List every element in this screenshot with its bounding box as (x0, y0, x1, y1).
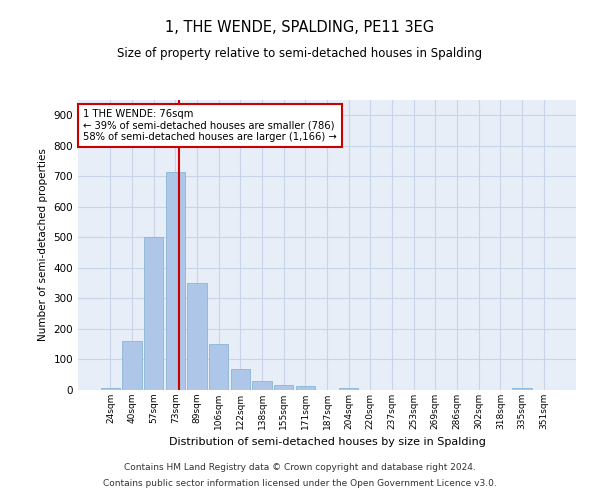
Text: 1, THE WENDE, SPALDING, PE11 3EG: 1, THE WENDE, SPALDING, PE11 3EG (166, 20, 434, 35)
Text: 1 THE WENDE: 76sqm
← 39% of semi-detached houses are smaller (786)
58% of semi-d: 1 THE WENDE: 76sqm ← 39% of semi-detache… (83, 108, 337, 142)
Bar (166, 172, 185, 390)
Text: Size of property relative to semi-detached houses in Spalding: Size of property relative to semi-detach… (118, 48, 482, 60)
Bar (187, 283, 207, 390)
Text: Contains public sector information licensed under the Open Government Licence v3: Contains public sector information licen… (103, 478, 497, 488)
X-axis label: Distribution of semi-detached houses by size in Spalding: Distribution of semi-detached houses by … (169, 438, 485, 448)
Bar (209, 344, 229, 390)
Bar (101, 388, 120, 390)
Bar (296, 386, 315, 390)
Bar (144, 238, 163, 390)
Bar (230, 368, 250, 390)
Bar (122, 341, 142, 390)
Y-axis label: Number of semi-detached properties: Number of semi-detached properties (38, 148, 48, 342)
Text: Contains HM Land Registry data © Crown copyright and database right 2024.: Contains HM Land Registry data © Crown c… (124, 464, 476, 472)
Bar (252, 382, 272, 390)
Bar (339, 388, 358, 390)
Bar (512, 388, 532, 390)
Bar (274, 384, 293, 390)
